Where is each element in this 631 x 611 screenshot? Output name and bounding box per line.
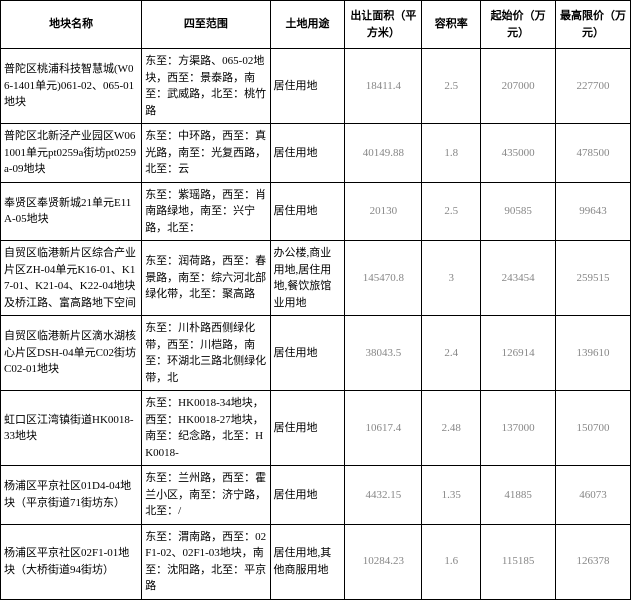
cell-use: 居住用地 — [270, 49, 345, 124]
table-row: 普陀区桃浦科技智慧城(W06-1401单元)061-02、065-01地块东至：… — [1, 49, 631, 124]
cell-use: 办公楼,商业用地,居住用地,餐饮旅馆业用地 — [270, 241, 345, 316]
cell-max: 478500 — [556, 124, 631, 183]
table-row: 虹口区江湾镇街道HK0018-33地块东至：HK0018-34地块，西至：HK0… — [1, 391, 631, 466]
cell-far: 2.48 — [422, 391, 481, 466]
table-row: 普陀区北新泾产业园区W061001单元pt0259a街坊pt0259a-09地块… — [1, 124, 631, 183]
cell-use: 居住用地 — [270, 391, 345, 466]
cell-name: 虹口区江湾镇街道HK0018-33地块 — [1, 391, 142, 466]
cell-max: 259515 — [556, 241, 631, 316]
cell-start: 243454 — [481, 241, 556, 316]
cell-use: 居住用地 — [270, 316, 345, 391]
cell-area: 4432.15 — [345, 466, 422, 525]
cell-scope: 东至：兰州路，西至：霍兰小区，南至：济宁路，北至：/ — [142, 466, 270, 525]
cell-name: 普陀区桃浦科技智慧城(W06-1401单元)061-02、065-01地块 — [1, 49, 142, 124]
cell-area: 18411.4 — [345, 49, 422, 124]
cell-name: 杨浦区平京社区01D4-04地块（平京街道71街坊东） — [1, 466, 142, 525]
land-parcel-table: 地块名称 四至范围 土地用途 出让面积（平方米） 容积率 起始价（万元） 最高限… — [0, 0, 631, 600]
cell-max: 227700 — [556, 49, 631, 124]
cell-max: 139610 — [556, 316, 631, 391]
cell-area: 38043.5 — [345, 316, 422, 391]
col-header-start: 起始价（万元） — [481, 1, 556, 49]
cell-area: 145470.8 — [345, 241, 422, 316]
cell-area: 40149.88 — [345, 124, 422, 183]
col-header-max: 最高限价（万元） — [556, 1, 631, 49]
cell-name: 自贸区临港新片区滴水湖核心片区DSH-04单元C02街坊C02-01地块 — [1, 316, 142, 391]
col-header-name: 地块名称 — [1, 1, 142, 49]
cell-area: 20130 — [345, 182, 422, 241]
cell-far: 1.6 — [422, 524, 481, 599]
cell-far: 1.35 — [422, 466, 481, 525]
cell-start: 435000 — [481, 124, 556, 183]
cell-name: 普陀区北新泾产业园区W061001单元pt0259a街坊pt0259a-09地块 — [1, 124, 142, 183]
cell-scope: 东至：渭南路，西至：02F1-02、02F1-03地块，南至：沈阳路，北至：平京… — [142, 524, 270, 599]
cell-max: 99643 — [556, 182, 631, 241]
col-header-use: 土地用途 — [270, 1, 345, 49]
cell-start: 126914 — [481, 316, 556, 391]
cell-use: 居住用地 — [270, 182, 345, 241]
cell-area: 10617.4 — [345, 391, 422, 466]
cell-max: 150700 — [556, 391, 631, 466]
cell-name: 自贸区临港新片区综合产业片区ZH-04单元K16-01、K17-01、K21-0… — [1, 241, 142, 316]
cell-max: 46073 — [556, 466, 631, 525]
table-row: 杨浦区平京社区02F1-01地块（大桥街道94街坊）东至：渭南路，西至：02F1… — [1, 524, 631, 599]
cell-start: 207000 — [481, 49, 556, 124]
col-header-scope: 四至范围 — [142, 1, 270, 49]
col-header-far: 容积率 — [422, 1, 481, 49]
table-row: 自贸区临港新片区滴水湖核心片区DSH-04单元C02街坊C02-01地块东至：川… — [1, 316, 631, 391]
cell-scope: 东至：川朴路西侧绿化带，西至：川桤路，南至：环湖北三路北侧绿化带，北 — [142, 316, 270, 391]
cell-scope: 东至：润荷路，西至：春景路，南至：综六河北部绿化带，北至：聚高路 — [142, 241, 270, 316]
cell-far: 2.4 — [422, 316, 481, 391]
cell-start: 41885 — [481, 466, 556, 525]
cell-start: 137000 — [481, 391, 556, 466]
cell-use: 居住用地,其他商服用地 — [270, 524, 345, 599]
cell-area: 10284.23 — [345, 524, 422, 599]
cell-scope: 东至：HK0018-34地块，西至：HK0018-27地块，南至：纪念路，北至：… — [142, 391, 270, 466]
cell-start: 90585 — [481, 182, 556, 241]
cell-max: 126378 — [556, 524, 631, 599]
cell-use: 居住用地 — [270, 466, 345, 525]
cell-name: 杨浦区平京社区02F1-01地块（大桥街道94街坊） — [1, 524, 142, 599]
cell-far: 2.5 — [422, 49, 481, 124]
cell-scope: 东至：中环路，西至：真光路，南至：光复西路，北至：云 — [142, 124, 270, 183]
cell-far: 1.8 — [422, 124, 481, 183]
header-row: 地块名称 四至范围 土地用途 出让面积（平方米） 容积率 起始价（万元） 最高限… — [1, 1, 631, 49]
table-row: 自贸区临港新片区综合产业片区ZH-04单元K16-01、K17-01、K21-0… — [1, 241, 631, 316]
table-row: 奉贤区奉贤新城21单元E11A-05地块东至：紫瑶路，西至：肖南路绿地，南至：兴… — [1, 182, 631, 241]
cell-far: 2.5 — [422, 182, 481, 241]
table-row: 杨浦区平京社区01D4-04地块（平京街道71街坊东）东至：兰州路，西至：霍兰小… — [1, 466, 631, 525]
cell-use: 居住用地 — [270, 124, 345, 183]
cell-scope: 东至：方渠路、065-02地块，西至：景泰路，南至：武威路，北至：桃竹路 — [142, 49, 270, 124]
cell-scope: 东至：紫瑶路，西至：肖南路绿地，南至：兴宁路，北至： — [142, 182, 270, 241]
cell-far: 3 — [422, 241, 481, 316]
col-header-area: 出让面积（平方米） — [345, 1, 422, 49]
cell-name: 奉贤区奉贤新城21单元E11A-05地块 — [1, 182, 142, 241]
cell-start: 115185 — [481, 524, 556, 599]
